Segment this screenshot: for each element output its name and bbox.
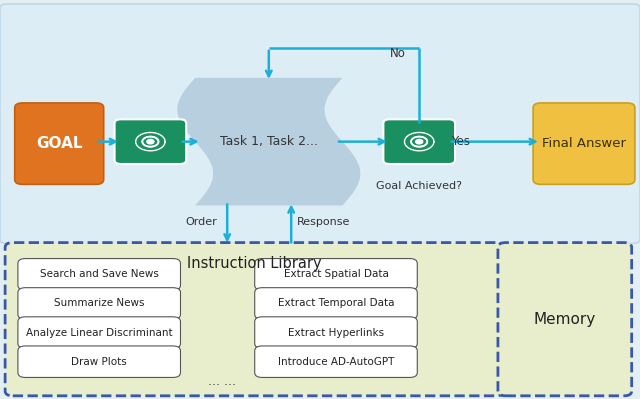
Text: ... ...: ... ... [209, 375, 236, 387]
FancyBboxPatch shape [18, 317, 180, 348]
Text: Instruction Library: Instruction Library [187, 256, 322, 271]
Text: GOAL: GOAL [36, 136, 83, 151]
Polygon shape [177, 78, 360, 205]
Text: Memory: Memory [534, 312, 596, 327]
Text: No: No [390, 47, 406, 60]
Text: Analyze Linear Discriminant: Analyze Linear Discriminant [26, 328, 173, 338]
FancyBboxPatch shape [5, 243, 504, 396]
FancyBboxPatch shape [255, 346, 417, 377]
FancyBboxPatch shape [18, 259, 180, 290]
Text: Extract Spatial Data: Extract Spatial Data [284, 269, 388, 279]
Text: Yes: Yes [451, 135, 470, 148]
Text: Summarize News: Summarize News [54, 298, 145, 308]
Text: Draw Plots: Draw Plots [71, 357, 127, 367]
Text: Task 1, Task 2...: Task 1, Task 2... [220, 135, 318, 148]
FancyBboxPatch shape [498, 243, 632, 396]
Text: Introduce AD-AutoGPT: Introduce AD-AutoGPT [278, 357, 394, 367]
FancyBboxPatch shape [533, 103, 635, 184]
Text: Extract Hyperlinks: Extract Hyperlinks [288, 328, 384, 338]
FancyBboxPatch shape [383, 119, 455, 164]
FancyBboxPatch shape [255, 317, 417, 348]
Text: Order: Order [186, 217, 218, 227]
FancyBboxPatch shape [255, 288, 417, 319]
FancyBboxPatch shape [18, 346, 180, 377]
Text: Extract Temporal Data: Extract Temporal Data [278, 298, 394, 308]
Text: Response: Response [296, 217, 350, 227]
FancyBboxPatch shape [18, 288, 180, 319]
FancyBboxPatch shape [0, 4, 640, 243]
Circle shape [147, 139, 154, 144]
Text: Final Answer: Final Answer [542, 137, 626, 150]
Text: Goal Achieved?: Goal Achieved? [376, 180, 462, 191]
Circle shape [415, 139, 423, 144]
FancyBboxPatch shape [255, 259, 417, 290]
FancyBboxPatch shape [15, 103, 104, 184]
FancyBboxPatch shape [115, 119, 186, 164]
Text: Search and Save News: Search and Save News [40, 269, 159, 279]
